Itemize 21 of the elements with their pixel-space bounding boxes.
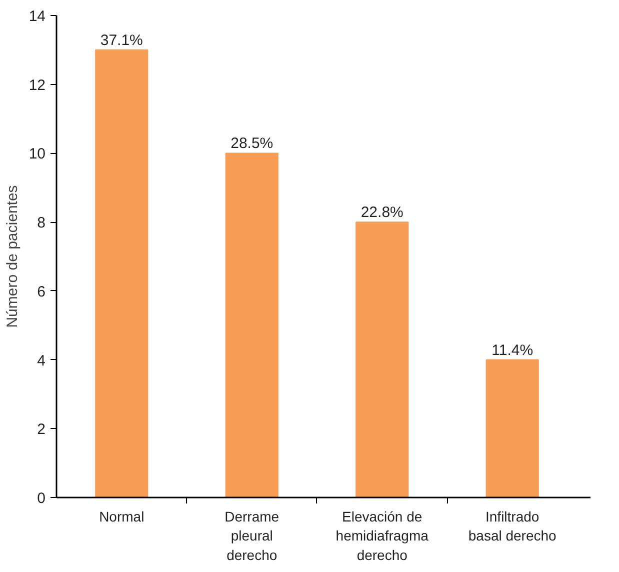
bar: [356, 222, 409, 498]
y-tick-label: 4: [37, 352, 46, 370]
annotation: 37.1%: [100, 32, 143, 49]
y-tick-label: 2: [37, 421, 46, 438]
y-tick-label: 14: [28, 8, 46, 25]
annotation: 11.4%: [492, 342, 534, 359]
annotation: 28.5%: [230, 135, 274, 152]
x-tick-label: Elevación de hemidiafragma derecho: [336, 508, 429, 563]
annotation: 22.8%: [360, 204, 404, 222]
y-tick-label: 10: [28, 146, 46, 163]
x-tick-label: Derrame pleural derecho: [224, 508, 280, 563]
y-tick-label: 8: [37, 214, 46, 232]
y-tick-label: 0: [37, 490, 46, 507]
x-tick-label: Infiltrado basal derecho: [468, 508, 557, 544]
bar: [225, 152, 278, 498]
bar: [95, 49, 148, 498]
bar: [486, 359, 539, 498]
y-axis-title: Número de pacientes: [4, 185, 21, 328]
x-tick-label: Normal: [99, 508, 144, 524]
y-tick-label: 12: [28, 76, 46, 94]
y-tick-label: 6: [37, 283, 46, 300]
